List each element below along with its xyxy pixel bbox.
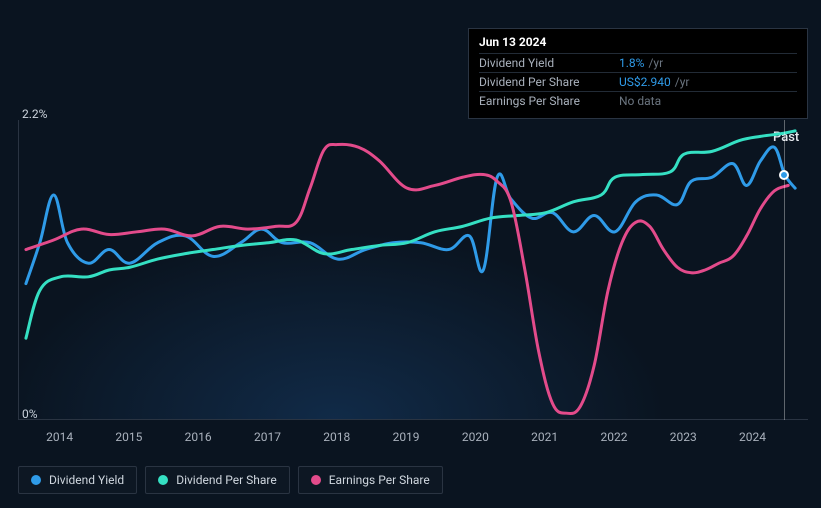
legend: Dividend Yield Dividend Per Share Earnin… xyxy=(18,466,443,494)
legend-item-earnings-per-share[interactable]: Earnings Per Share xyxy=(298,466,443,494)
tooltip-row: Earnings Per Share No data xyxy=(479,91,797,110)
x-axis-tick-label: 2022 xyxy=(600,430,627,444)
x-axis-tick-label: 2016 xyxy=(185,430,212,444)
legend-dot-icon xyxy=(311,475,321,485)
legend-item-dividend-per-share[interactable]: Dividend Per Share xyxy=(145,466,290,494)
x-axis-tick-label: 2020 xyxy=(462,430,489,444)
tooltip-unit: /yr xyxy=(648,56,663,70)
x-axis-tick-label: 2018 xyxy=(323,430,350,444)
x-axis-tick-label: 2023 xyxy=(670,430,697,444)
tooltip-value: No data xyxy=(619,94,661,108)
hover-tooltip: Jun 13 2024 Dividend Yield 1.8% /yr Divi… xyxy=(468,28,808,119)
legend-label: Dividend Yield xyxy=(49,473,124,487)
tooltip-row: Dividend Per Share US$2.940 /yr xyxy=(479,72,797,91)
tooltip-label: Dividend Per Share xyxy=(479,75,619,89)
legend-label: Earnings Per Share xyxy=(329,473,430,487)
legend-label: Dividend Per Share xyxy=(176,473,277,487)
tracker-line xyxy=(784,120,785,420)
chart-plot-area[interactable] xyxy=(18,120,808,420)
tooltip-date: Jun 13 2024 xyxy=(479,35,797,49)
x-axis-tick-label: 2021 xyxy=(531,430,558,444)
y-axis-max-label: 2.2% xyxy=(22,107,47,121)
x-axis-tick-label: 2014 xyxy=(46,430,73,444)
x-axis-tick-label: 2024 xyxy=(739,430,766,444)
legend-dot-icon xyxy=(158,475,168,485)
x-axis-tick-label: 2017 xyxy=(254,430,281,444)
tooltip-value: US$2.940 xyxy=(619,75,671,89)
x-axis-labels: 2014 2015 2016 2017 2018 2019 2020 2021 2022 2023… xyxy=(18,430,808,448)
tooltip-label: Dividend Yield xyxy=(479,56,619,70)
x-axis-tick-label: 2019 xyxy=(393,430,420,444)
tooltip-row: Dividend Yield 1.8% /yr xyxy=(479,53,797,72)
chart-container: Jun 13 2024 Dividend Yield 1.8% /yr Divi… xyxy=(0,0,821,508)
chart-svg xyxy=(19,120,809,420)
tooltip-unit: /yr xyxy=(675,75,690,89)
tooltip-label: Earnings Per Share xyxy=(479,94,619,108)
legend-dot-icon xyxy=(31,475,41,485)
x-axis-tick-label: 2015 xyxy=(115,430,142,444)
tracker-dot xyxy=(779,170,789,180)
tooltip-value: 1.8% xyxy=(619,56,644,70)
legend-item-dividend-yield[interactable]: Dividend Yield xyxy=(18,466,137,494)
